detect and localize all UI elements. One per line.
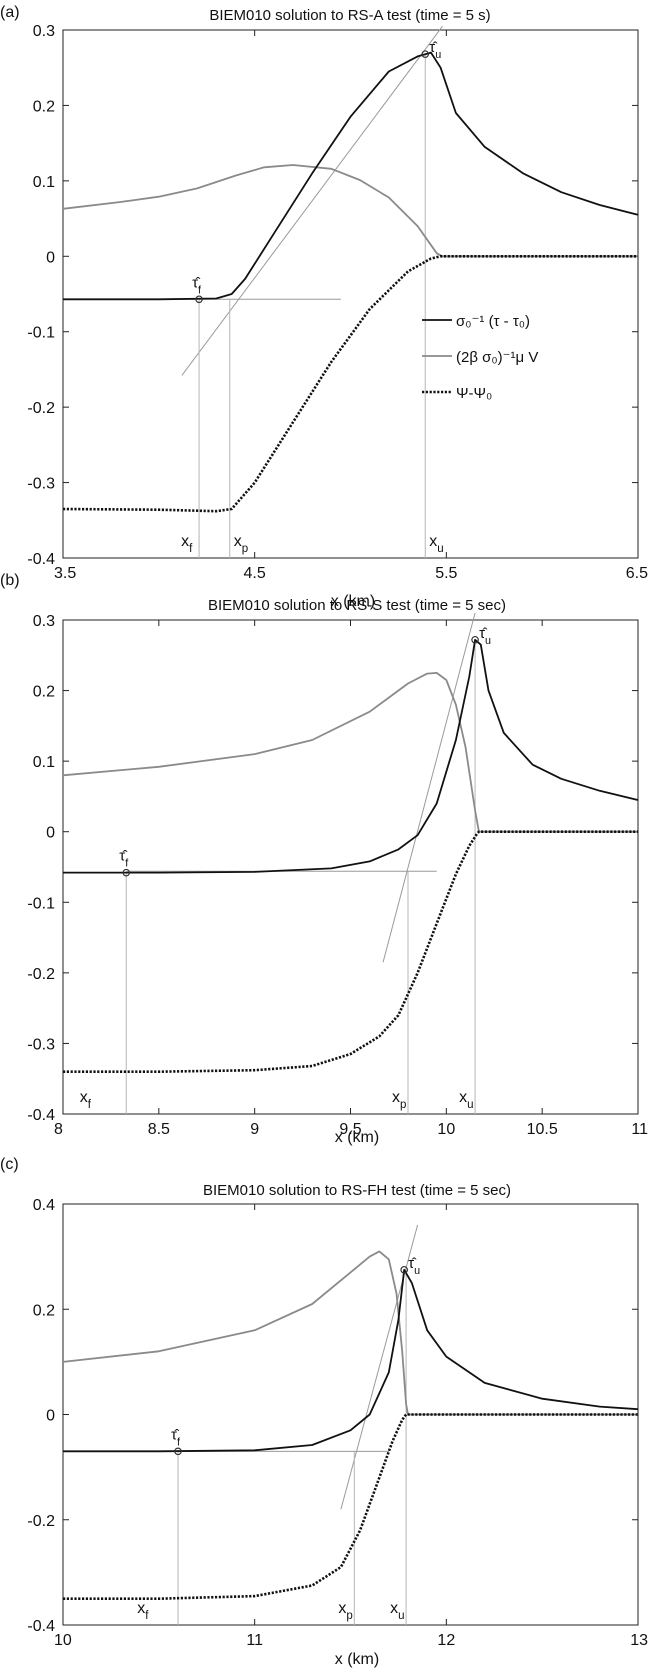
x-tick-label: 6.5 [626,565,648,582]
point-label: xp [392,1089,406,1111]
marker-label: τ̂f [171,1426,181,1448]
marker-label: τ̂u [408,1255,420,1277]
y-tick-label: -0.4 [27,551,55,568]
x-tick-label: 3.5 [54,565,76,582]
x-tick-label: 8 [54,1121,63,1138]
x-axis-label: x (km) [335,1651,379,1668]
x-tick-label: 10.5 [527,1121,558,1138]
y-tick-label: 0.2 [33,684,55,701]
point-label: xf [137,1600,149,1622]
tangent-line [181,25,443,376]
legend: σ₀⁻¹ (τ - τ₀) (2β σ₀)⁻¹μ V Ψ-Ψ₀ [422,313,538,402]
legend-entry-stress: σ₀⁻¹ (τ - τ₀) [456,313,530,330]
marker-tau_u [421,50,430,58]
y-tick-label: 0 [46,825,55,842]
marker-tau_u [471,635,479,644]
legend-entry-state: Ψ-Ψ₀ [456,385,492,402]
x-tick-label: 9 [250,1121,259,1138]
marker-tau_f [122,868,131,877]
y-tick-label: -0.2 [27,1513,55,1530]
y-tick-label: -0.1 [27,325,55,342]
series-line-stress [63,1268,639,1453]
y-tick-label: -0.4 [27,1107,55,1124]
point-label: xu [459,1089,473,1111]
chart-title: BIEM010 solution to RS-A test (time = 5 … [209,7,490,24]
series-line-stress [63,638,639,874]
x-tick-label: 8.5 [148,1121,170,1138]
y-tick-label: -0.1 [27,895,55,912]
y-tick-label: 0.1 [33,754,55,771]
y-tick-label: -0.3 [27,476,55,493]
chart-title: BIEM010 solution to RS-FH test (time = 5… [203,1182,511,1199]
x-tick-label: 11 [631,1121,648,1138]
point-label: xf [80,1089,92,1111]
y-tick-label: 0.3 [33,23,55,40]
x-tick-label: 11 [246,1632,263,1649]
panel-label: (a) [0,4,20,21]
marker-label: τ̂u [429,39,441,61]
x-tick-label: 12 [437,1632,455,1649]
marker-label: τ̂f [119,848,129,870]
tangent-line [382,612,476,963]
marker-label: τ̂f [192,274,202,296]
x-tick-label: 10 [437,1121,455,1138]
y-tick-label: 0.4 [33,1197,55,1214]
x-tick-label: 4.5 [244,565,266,582]
marker-label: τ̂u [479,625,491,647]
plot-frame [62,29,639,559]
chart-panel-3: (c) BIEM010 solution to RS-FH test (time … [0,1156,648,1668]
series-line-velocity [62,672,638,833]
x-tick-label: 9.5 [339,1121,361,1138]
series-line-velocity [62,164,638,258]
y-tick-label: -0.4 [27,1618,55,1635]
series-line-state [63,830,638,1073]
marker-tau_f [195,295,203,304]
chart-title: BIEM010 solution to RS-S test (time = 5 … [208,597,506,614]
series-line-state [63,1413,638,1600]
panel-label: (c) [0,1156,19,1173]
y-tick-label: -0.3 [27,1036,55,1053]
series-line-state [62,255,638,513]
point-label: xp [234,533,248,555]
point-label: xu [429,533,443,555]
y-tick-label: -0.2 [27,966,55,983]
y-tick-label: 0 [46,249,55,266]
point-label: xf [181,533,193,555]
legend-entry-velocity: (2β σ₀)⁻¹μ V [456,349,538,366]
y-tick-label: 0.3 [33,613,55,630]
chart-panel-1: (a) BIEM010 solution to RS-A test (time =… [0,4,648,610]
series-line-velocity [62,1250,638,1416]
point-label: xu [390,1600,404,1622]
y-tick-label: 0.2 [33,1302,55,1319]
chart-panel-2: (b) BIEM010 solution to RS-S test (time =… [0,572,648,1146]
x-tick-label: 13 [630,1632,648,1649]
y-tick-label: 0.2 [33,98,55,115]
y-tick-label: 0.1 [33,174,55,191]
plot-frame [62,619,639,1115]
point-label: xp [338,1600,352,1622]
x-axis-label: x (km) [335,1129,379,1146]
y-tick-label: -0.2 [27,400,55,417]
marker-tau_f [174,1447,182,1456]
x-axis-label: x (km) [331,593,375,610]
x-tick-label: 5.5 [435,565,457,582]
marker-tau_u [400,1265,408,1274]
y-tick-label: 0 [46,1408,55,1425]
series-line-stress [63,51,639,301]
x-tick-label: 10 [54,1632,72,1649]
panel-label: (b) [0,572,20,589]
